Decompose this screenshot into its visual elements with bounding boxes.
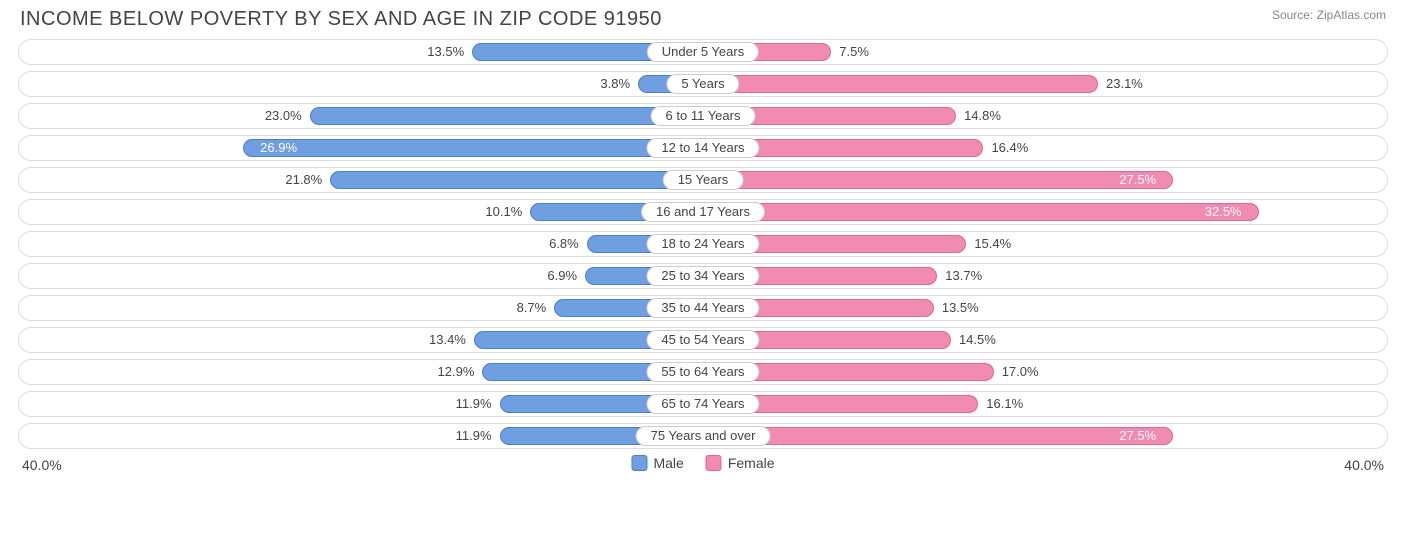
female-bar: [703, 203, 1259, 221]
bar-row: 11.9% 27.5% 75 Years and over: [18, 423, 1388, 449]
female-bar: [703, 75, 1098, 93]
female-value-label: 7.5%: [839, 44, 869, 59]
bar-row: 12.9% 17.0% 55 to 64 Years: [18, 359, 1388, 385]
male-value-label: 10.1%: [485, 204, 522, 219]
chart-body: 13.5% 7.5% Under 5 Years 3.8% 23.1% 5 Years 23…: [0, 35, 1406, 449]
legend-swatch: [706, 455, 722, 471]
bar-row: 26.9% 16.4% 12 to 14 Years: [18, 135, 1388, 161]
female-bar: [703, 427, 1173, 445]
category-pill: 35 to 44 Years: [646, 298, 759, 318]
bar-row: 11.9% 16.1% 65 to 74 Years: [18, 391, 1388, 417]
axis-max-right: 40.0%: [1344, 457, 1384, 473]
chart-header: INCOME BELOW POVERTY BY SEX AND AGE IN Z…: [0, 0, 1406, 35]
category-pill: 12 to 14 Years: [646, 138, 759, 158]
female-value-label: 17.0%: [1002, 364, 1039, 379]
male-value-label: 11.9%: [456, 428, 492, 443]
bar-row: 8.7% 13.5% 35 to 44 Years: [18, 295, 1388, 321]
female-bar: [703, 171, 1173, 189]
category-pill: 65 to 74 Years: [646, 394, 759, 414]
female-value-label: 16.1%: [986, 396, 1023, 411]
legend-item: Male: [631, 455, 683, 471]
legend: Male Female: [631, 455, 774, 471]
bar-row: 21.8% 27.5% 15 Years: [18, 167, 1388, 193]
female-value-label: 27.5%: [1119, 172, 1156, 187]
male-bar: [243, 139, 703, 157]
bar-row: 6.8% 15.4% 18 to 24 Years: [18, 231, 1388, 257]
male-value-label: 13.4%: [429, 332, 466, 347]
bar-row: 3.8% 23.1% 5 Years: [18, 71, 1388, 97]
category-pill: 16 and 17 Years: [641, 202, 765, 222]
female-value-label: 13.5%: [942, 300, 979, 315]
female-value-label: 27.5%: [1119, 428, 1156, 443]
female-value-label: 14.5%: [959, 332, 996, 347]
male-value-label: 8.7%: [517, 300, 547, 315]
female-value-label: 23.1%: [1106, 76, 1143, 91]
axis-max-left: 40.0%: [22, 457, 62, 473]
category-pill: 55 to 64 Years: [646, 362, 759, 382]
category-pill: 45 to 54 Years: [646, 330, 759, 350]
category-pill: 5 Years: [666, 74, 739, 94]
category-pill: 25 to 34 Years: [646, 266, 759, 286]
male-value-label: 11.9%: [456, 396, 492, 411]
male-value-label: 12.9%: [438, 364, 475, 379]
legend-item: Female: [706, 455, 775, 471]
chart-footer: 40.0% 40.0% Male Female: [0, 455, 1406, 483]
female-value-label: 13.7%: [945, 268, 982, 283]
source-attribution: Source: ZipAtlas.com: [1272, 8, 1386, 22]
bar-row: 13.4% 14.5% 45 to 54 Years: [18, 327, 1388, 353]
bar-row: 6.9% 13.7% 25 to 34 Years: [18, 263, 1388, 289]
male-value-label: 23.0%: [265, 108, 302, 123]
legend-swatch: [631, 455, 647, 471]
bar-row: 13.5% 7.5% Under 5 Years: [18, 39, 1388, 65]
category-pill: 18 to 24 Years: [646, 234, 759, 254]
category-pill: Under 5 Years: [647, 42, 759, 62]
male-value-label: 6.8%: [549, 236, 579, 251]
male-bar: [330, 171, 703, 189]
male-bar: [310, 107, 703, 125]
female-value-label: 16.4%: [991, 140, 1028, 155]
bar-row: 10.1% 32.5% 16 and 17 Years: [18, 199, 1388, 225]
male-value-label: 6.9%: [547, 268, 577, 283]
chart-title: INCOME BELOW POVERTY BY SEX AND AGE IN Z…: [20, 8, 662, 31]
female-value-label: 14.8%: [964, 108, 1001, 123]
female-value-label: 15.4%: [974, 236, 1011, 251]
male-value-label: 13.5%: [427, 44, 464, 59]
legend-label: Female: [728, 455, 775, 471]
male-value-label: 3.8%: [600, 76, 630, 91]
category-pill: 6 to 11 Years: [651, 106, 756, 126]
male-value-label: 21.8%: [285, 172, 322, 187]
category-pill: 15 Years: [663, 170, 744, 190]
category-pill: 75 Years and over: [636, 426, 771, 446]
female-value-label: 32.5%: [1205, 204, 1242, 219]
male-value-label: 26.9%: [260, 140, 297, 155]
bar-row: 23.0% 14.8% 6 to 11 Years: [18, 103, 1388, 129]
legend-label: Male: [653, 455, 683, 471]
